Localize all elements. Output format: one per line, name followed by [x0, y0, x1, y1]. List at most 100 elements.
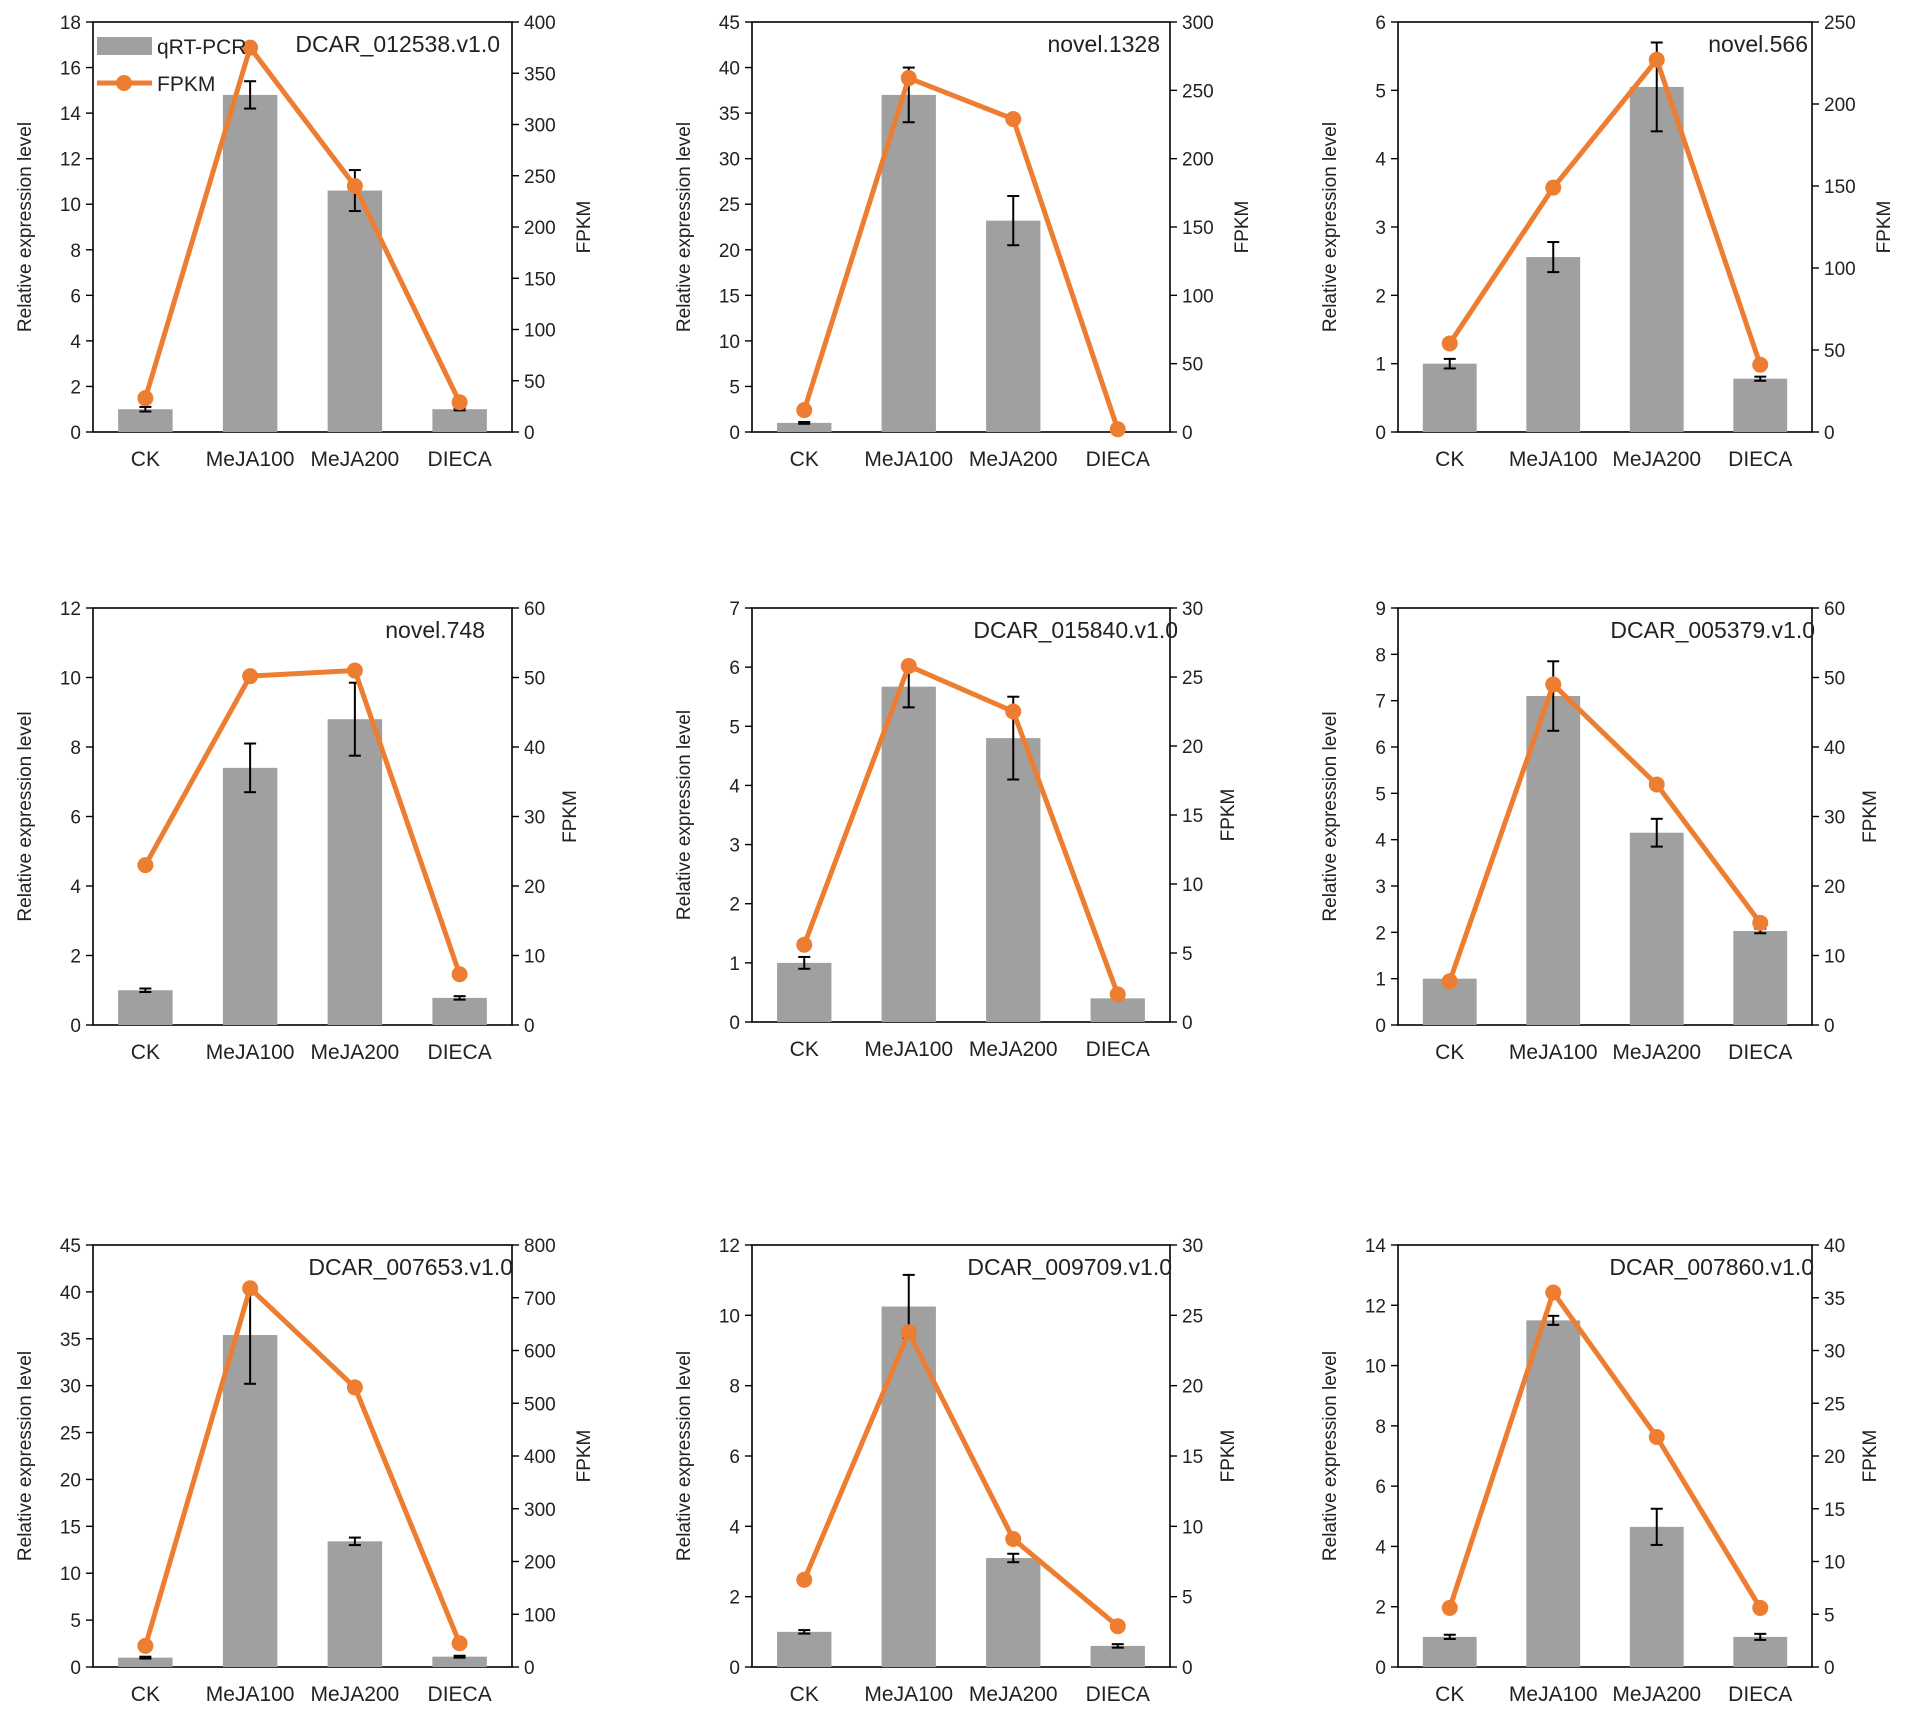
left-tick-label: 45 [60, 1236, 81, 1257]
fpkm-point-meja200 [1648, 776, 1665, 793]
right-tick-label: 25 [1182, 668, 1203, 689]
bar-ck [1422, 1636, 1477, 1667]
left-tick-label: 2 [729, 1588, 740, 1609]
right-tick-label: 5 [1182, 944, 1193, 965]
left-tick-label: 5 [70, 1611, 81, 1632]
left-axis-label: Relative expression level [1320, 1351, 1341, 1561]
fpkm-point-ck [1441, 335, 1458, 352]
left-tick-label: 20 [60, 1470, 81, 1491]
left-tick-label: 6 [1375, 1477, 1386, 1498]
right-tick-label: 5 [1824, 1605, 1835, 1626]
bar-meja100 [1526, 257, 1581, 432]
plot-frame [751, 1244, 1171, 1668]
right-tick-label: 35 [1824, 1289, 1845, 1310]
gene-title: novel.1328 [1047, 31, 1160, 57]
bar-meja200 [1629, 86, 1684, 433]
bar-dieca [432, 1656, 487, 1667]
right-tick-label: 20 [1182, 1377, 1203, 1398]
left-tick-label: 25 [719, 195, 740, 216]
category-label: CK [131, 448, 160, 471]
right-tick-label: 100 [524, 1605, 556, 1626]
fpkm-point-ck [137, 857, 154, 874]
category-label: CK [131, 1683, 160, 1706]
left-tick-label: 2 [1375, 1598, 1386, 1619]
left-tick-label: 18 [60, 13, 81, 34]
right-tick-label: 10 [1182, 1517, 1203, 1538]
chart-panel-3: 0 1 2 3 4 5 6 0 50 100 150 200 250 Relative expressio… [1320, 13, 1895, 471]
left-tick-label: 35 [60, 1330, 81, 1351]
category-label: CK [790, 1038, 819, 1061]
right-tick-label: 150 [1182, 218, 1214, 239]
chart-panel-4: 0 2 4 6 8 10 12 0 10 20 30 40 50 60 Relative expressio… [15, 599, 581, 1064]
bar-dieca [1090, 998, 1145, 1022]
right-tick-label: 20 [524, 877, 545, 898]
fpkm-point-meja100 [242, 1280, 259, 1297]
right-axis-label: FPKM [1860, 1430, 1881, 1483]
fpkm-line [801, 75, 1121, 431]
right-tick-label: 15 [1182, 806, 1203, 827]
fpkm-point-dieca [1752, 356, 1769, 373]
gene-title: novel.748 [385, 617, 485, 643]
bar-dieca [1090, 1645, 1145, 1667]
category-label: MeJA200 [311, 448, 400, 471]
bar-ck [118, 1657, 173, 1667]
fpkm-point-dieca [1752, 1599, 1769, 1616]
right-axis-label: FPKM [560, 790, 581, 843]
bar-ck [1422, 363, 1477, 432]
fpkm-line [801, 1329, 1120, 1629]
gene-title: DCAR_012538.v1.0 [295, 31, 500, 57]
left-tick-label: 5 [729, 377, 740, 398]
right-tick-label: 0 [524, 1016, 535, 1037]
left-tick-label: 5 [729, 717, 740, 738]
right-tick-label: 0 [524, 1658, 535, 1679]
category-label: DIECA [1728, 448, 1792, 471]
left-tick-label: 6 [1375, 738, 1386, 759]
left-axis-label: Relative expression level [1320, 711, 1341, 921]
category-label: DIECA [1728, 1041, 1792, 1064]
right-tick-label: 200 [1824, 95, 1856, 116]
right-tick-label: 300 [524, 1500, 556, 1521]
fpkm-point-meja100 [242, 668, 259, 685]
left-tick-label: 2 [1375, 923, 1386, 944]
left-tick-label: 25 [60, 1424, 81, 1445]
category-label: DIECA [428, 448, 492, 471]
bar-dieca [1733, 930, 1788, 1025]
fpkm-point-ck [796, 402, 813, 419]
bar-ck [777, 962, 832, 1022]
gene-title: DCAR_009709.v1.0 [967, 1254, 1172, 1280]
left-tick-label: 8 [70, 241, 81, 262]
gene-title: novel.566 [1708, 31, 1808, 57]
chart-panel-2: 0 5 10 15 20 25 30 35 40 45 0 50 100 150 200 250 300 Rela… [674, 13, 1253, 471]
right-tick-label: 10 [1824, 947, 1845, 968]
left-tick-label: 20 [719, 241, 740, 262]
fpkm-line [143, 668, 462, 976]
right-axis-label: FPKM [1218, 789, 1239, 842]
left-tick-label: 8 [1375, 1417, 1386, 1438]
bar-meja200 [986, 220, 1041, 432]
left-tick-label: 15 [60, 1517, 81, 1538]
fpkm-line [142, 1285, 462, 1647]
bar-meja200 [327, 190, 383, 432]
right-tick-label: 250 [524, 167, 556, 188]
left-axis-label: Relative expression level [674, 1351, 695, 1561]
right-axis-label: FPKM [1232, 201, 1253, 254]
right-tick-label: 30 [1182, 1236, 1203, 1257]
category-label: MeJA100 [1509, 448, 1598, 471]
right-tick-label: 100 [524, 321, 556, 342]
fpkm-line [1447, 681, 1763, 983]
right-tick-label: 50 [524, 372, 545, 393]
fpkm-line [1447, 57, 1763, 366]
right-tick-label: 50 [1824, 669, 1845, 690]
left-tick-label: 4 [1375, 150, 1386, 171]
fpkm-point-meja200 [1005, 111, 1022, 128]
category-label: CK [131, 1041, 160, 1064]
left-tick-label: 30 [60, 1377, 81, 1398]
right-axis-label: FPKM [1874, 201, 1895, 254]
left-tick-label: 3 [1375, 218, 1386, 239]
left-axis-label: Relative expression level [1320, 122, 1341, 332]
left-tick-label: 0 [70, 1016, 81, 1037]
fpkm-point-meja200 [1005, 1530, 1022, 1547]
left-tick-label: 15 [719, 286, 740, 307]
right-tick-label: 50 [1824, 341, 1845, 362]
category-label: MeJA100 [1509, 1683, 1598, 1706]
